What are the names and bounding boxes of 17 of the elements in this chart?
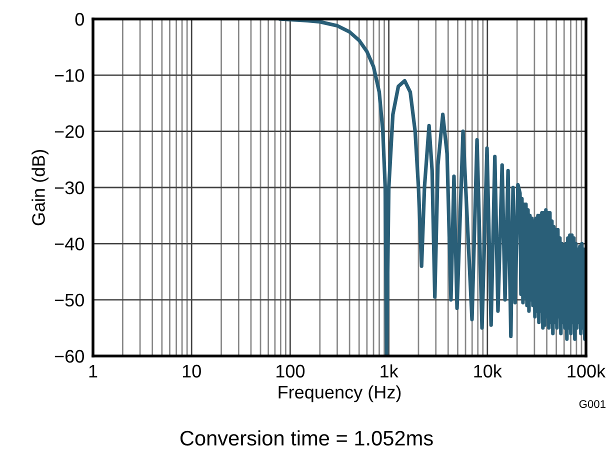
- x-tick-label: 10k: [474, 364, 502, 378]
- text: Conversion time = 1.052ms: [180, 430, 433, 446]
- x-tick-label: 100: [276, 364, 305, 378]
- y-tick-label: −30: [54, 181, 84, 194]
- x-tick-label: 100k: [568, 364, 606, 378]
- y-tick-label: −60: [54, 350, 84, 363]
- y-tick-label: −50: [54, 294, 84, 307]
- y-tick-label: −40: [54, 238, 84, 250]
- y-tick-label: 0: [75, 12, 84, 26]
- x-axis-title: Frequency (Hz): [278, 385, 401, 402]
- x-tick-label: 1: [89, 364, 98, 378]
- text: G001: [579, 400, 606, 408]
- y-axis-title: Gain (dB): [32, 150, 48, 226]
- y-tick-label: −20: [54, 125, 84, 138]
- x-tick-label: 10: [182, 364, 201, 378]
- y-tick-label: −10: [54, 69, 84, 82]
- x-tick-label: 1k: [380, 364, 398, 378]
